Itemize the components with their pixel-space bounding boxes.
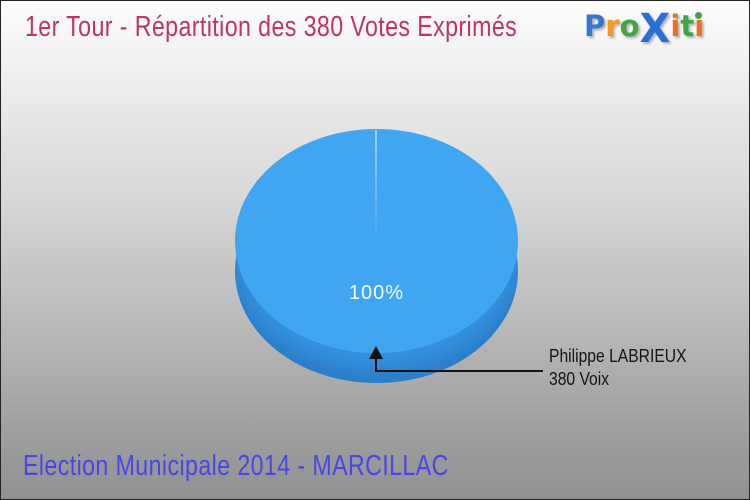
pie-percent-label: 100%: [348, 282, 405, 304]
pie-slice-boundary: [375, 130, 377, 241]
logo-letter: r: [605, 9, 620, 43]
callout-vote-count: 380 Voix: [549, 369, 610, 389]
page-title: 1er Tour - Répartition des 380 Votes Exp…: [25, 11, 518, 43]
logo-letter: P: [584, 9, 606, 43]
logo-letter-dot: [695, 12, 703, 19]
logo-letter: o: [619, 9, 640, 43]
logo-letter: X: [639, 6, 671, 52]
callout-label: Philippe LABRIEUX 380 Voix: [549, 345, 687, 391]
election-subtitle: Election Municipale 2014 - MARCILLAC: [23, 450, 449, 482]
callout-arrow-line-horizontal: [375, 370, 543, 372]
logo-letter: i: [670, 9, 681, 43]
logo-letter: ı: [694, 9, 705, 43]
callout-candidate-name: Philippe LABRIEUX: [549, 346, 687, 366]
callout-arrow-line-vertical: [375, 357, 377, 372]
proxiti-logo[interactable]: ProXitı: [584, 6, 704, 52]
callout-arrowhead-icon: [369, 346, 383, 359]
logo-letter: t: [680, 9, 695, 43]
